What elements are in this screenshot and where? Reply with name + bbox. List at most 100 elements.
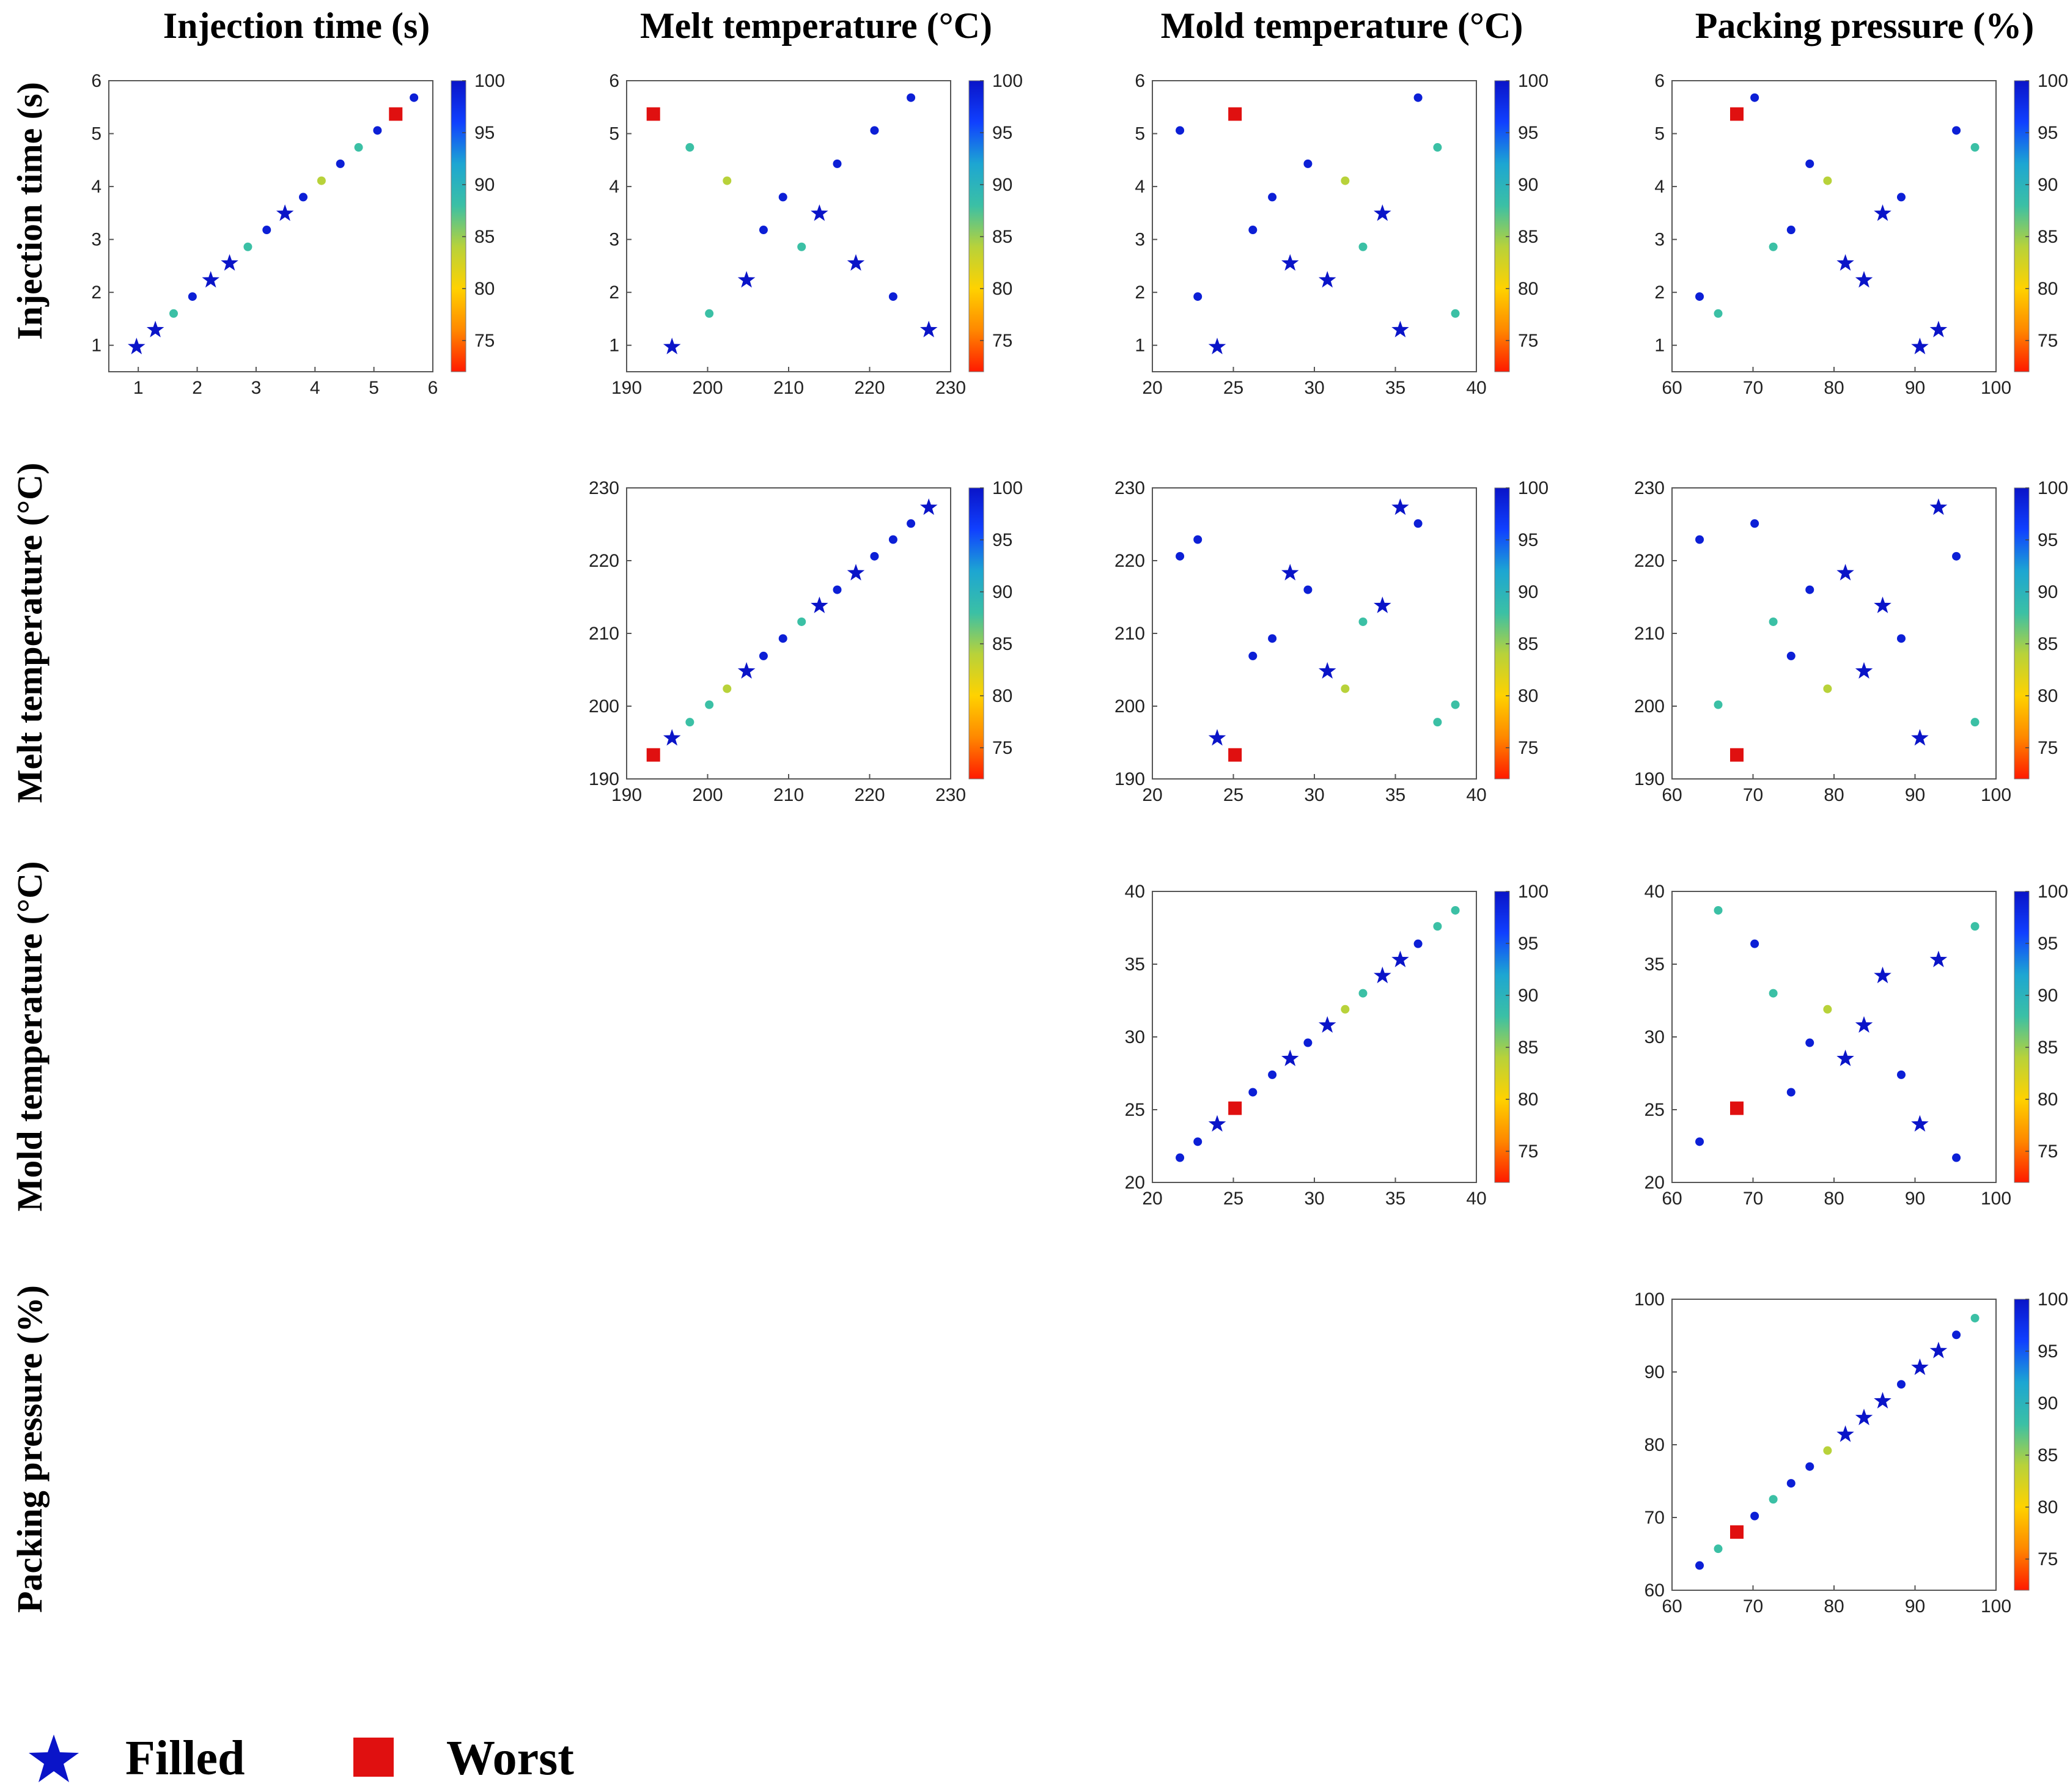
worst-point bbox=[646, 107, 660, 121]
data-point bbox=[870, 126, 879, 135]
colorbar-tick-label: 100 bbox=[992, 478, 1023, 498]
filled-star-point bbox=[1836, 564, 1854, 581]
y-tick-label: 80 bbox=[1645, 1435, 1665, 1455]
y-tick-label: 20 bbox=[1125, 1173, 1145, 1193]
colorbar-tick-label: 100 bbox=[1518, 478, 1549, 498]
legend-worst-label: Worst bbox=[446, 1731, 574, 1785]
data-point bbox=[1413, 519, 1423, 528]
colorbar bbox=[451, 80, 466, 372]
x-tick-label: 60 bbox=[1662, 1596, 1682, 1617]
filled-star-point bbox=[1208, 1115, 1226, 1132]
filled-star-point bbox=[1391, 320, 1409, 337]
colorbar bbox=[2014, 891, 2030, 1183]
y-tick-label: 3 bbox=[1135, 230, 1145, 250]
data-point bbox=[1769, 617, 1778, 626]
worst-point bbox=[1228, 107, 1242, 121]
data-point bbox=[1896, 1070, 1906, 1079]
data-point bbox=[1823, 1005, 1832, 1014]
y-tick-label: 4 bbox=[1654, 177, 1665, 197]
colorbar-tick-label: 75 bbox=[2038, 1549, 2058, 1569]
data-point bbox=[1176, 1153, 1185, 1162]
worst-point bbox=[1730, 1101, 1744, 1115]
colorbar-tick-label: 90 bbox=[2038, 175, 2058, 195]
colorbar-tick-label: 100 bbox=[2038, 478, 2068, 498]
x-tick-label: 20 bbox=[1142, 1189, 1162, 1209]
data-point bbox=[1695, 1561, 1704, 1570]
x-tick-label: 3 bbox=[251, 378, 262, 398]
data-point bbox=[1695, 292, 1704, 301]
colorbar-tick-label: 85 bbox=[2038, 1445, 2058, 1466]
legend: Filled Worst bbox=[29, 1731, 574, 1785]
filled-star-point bbox=[128, 337, 145, 355]
x-tick-label: 70 bbox=[1743, 785, 1763, 805]
colorbar-tick-label: 85 bbox=[2038, 227, 2058, 247]
colorbar-tick-label: 100 bbox=[474, 71, 505, 91]
data-point bbox=[1805, 159, 1814, 168]
data-point bbox=[1341, 684, 1350, 693]
colorbar-tick-label: 95 bbox=[992, 123, 1012, 143]
x-tick-label: 1 bbox=[133, 378, 144, 398]
data-point bbox=[1451, 700, 1460, 709]
data-point bbox=[169, 309, 178, 318]
colorbar-tick-label: 85 bbox=[1518, 1038, 1538, 1058]
data-point bbox=[723, 684, 732, 693]
panel-melt-vs-mold: 20 25 30 35 40 190 200 210 220 230 75 80 85 90 95 100 bbox=[1114, 478, 1549, 805]
colorbar-tick-label: 85 bbox=[2038, 1038, 2058, 1058]
colorbar bbox=[1494, 891, 1510, 1183]
y-tick-label: 40 bbox=[1645, 882, 1665, 902]
colorbar-tick-label: 95 bbox=[2038, 123, 2058, 143]
data-point bbox=[1970, 718, 1980, 727]
data-point bbox=[1714, 1544, 1723, 1554]
colorbar-tick-label: 95 bbox=[1518, 530, 1538, 550]
colorbar-tick-label: 80 bbox=[2038, 686, 2058, 706]
filled-star-point bbox=[1929, 320, 1948, 337]
colorbar bbox=[2014, 80, 2030, 372]
y-tick-label: 30 bbox=[1125, 1027, 1145, 1047]
x-tick-label: 80 bbox=[1824, 785, 1844, 805]
colorbar-tick-label: 75 bbox=[992, 738, 1012, 758]
x-tick-label: 100 bbox=[1981, 785, 2011, 805]
x-tick-label: 35 bbox=[1385, 785, 1405, 805]
data-point bbox=[759, 226, 768, 235]
y-tick-label: 25 bbox=[1125, 1100, 1145, 1120]
x-tick-label: 30 bbox=[1304, 378, 1324, 398]
filled-star-point bbox=[202, 271, 219, 288]
colorbar bbox=[968, 80, 984, 372]
data-point bbox=[1358, 242, 1368, 251]
data-point bbox=[759, 651, 768, 660]
data-point bbox=[797, 242, 806, 251]
x-tick-label: 100 bbox=[1981, 378, 2011, 398]
plot-frame bbox=[1671, 891, 1997, 1183]
colorbar-tick-label: 80 bbox=[2038, 1090, 2058, 1110]
x-tick-label: 90 bbox=[1905, 785, 1925, 805]
filled-star-point bbox=[1374, 204, 1391, 221]
colorbar-tick-label: 100 bbox=[992, 71, 1023, 91]
x-tick-label: 100 bbox=[1981, 1189, 2011, 1209]
filled-star-point bbox=[1855, 662, 1873, 679]
data-point bbox=[410, 93, 419, 102]
y-tick-label: 190 bbox=[589, 769, 619, 789]
filled-star-point bbox=[1874, 967, 1891, 984]
data-point bbox=[1952, 1330, 1961, 1340]
y-tick-label: 210 bbox=[1634, 624, 1665, 644]
data-point bbox=[1769, 242, 1778, 251]
colorbar-tick-label: 90 bbox=[2038, 1393, 2058, 1414]
colorbar-tick-label: 90 bbox=[474, 175, 495, 195]
colorbar-tick-label: 95 bbox=[2038, 530, 2058, 550]
col-title-1: Melt temperature (°C) bbox=[640, 6, 992, 46]
data-point bbox=[1750, 93, 1759, 102]
data-point bbox=[1695, 1137, 1704, 1146]
x-tick-label: 220 bbox=[854, 378, 885, 398]
data-point bbox=[1451, 309, 1460, 318]
data-point bbox=[1413, 93, 1423, 102]
data-point bbox=[778, 634, 787, 643]
y-tick-label: 6 bbox=[609, 71, 619, 91]
colorbar-tick-label: 100 bbox=[2038, 1289, 2068, 1310]
colorbar-tick-label: 75 bbox=[2038, 331, 2058, 351]
y-tick-label: 230 bbox=[1634, 478, 1665, 498]
y-tick-label: 1 bbox=[609, 336, 619, 356]
data-point bbox=[317, 176, 326, 185]
data-point bbox=[1358, 989, 1368, 998]
colorbar-tick-label: 100 bbox=[1518, 882, 1549, 902]
filled-star-point bbox=[737, 662, 756, 679]
